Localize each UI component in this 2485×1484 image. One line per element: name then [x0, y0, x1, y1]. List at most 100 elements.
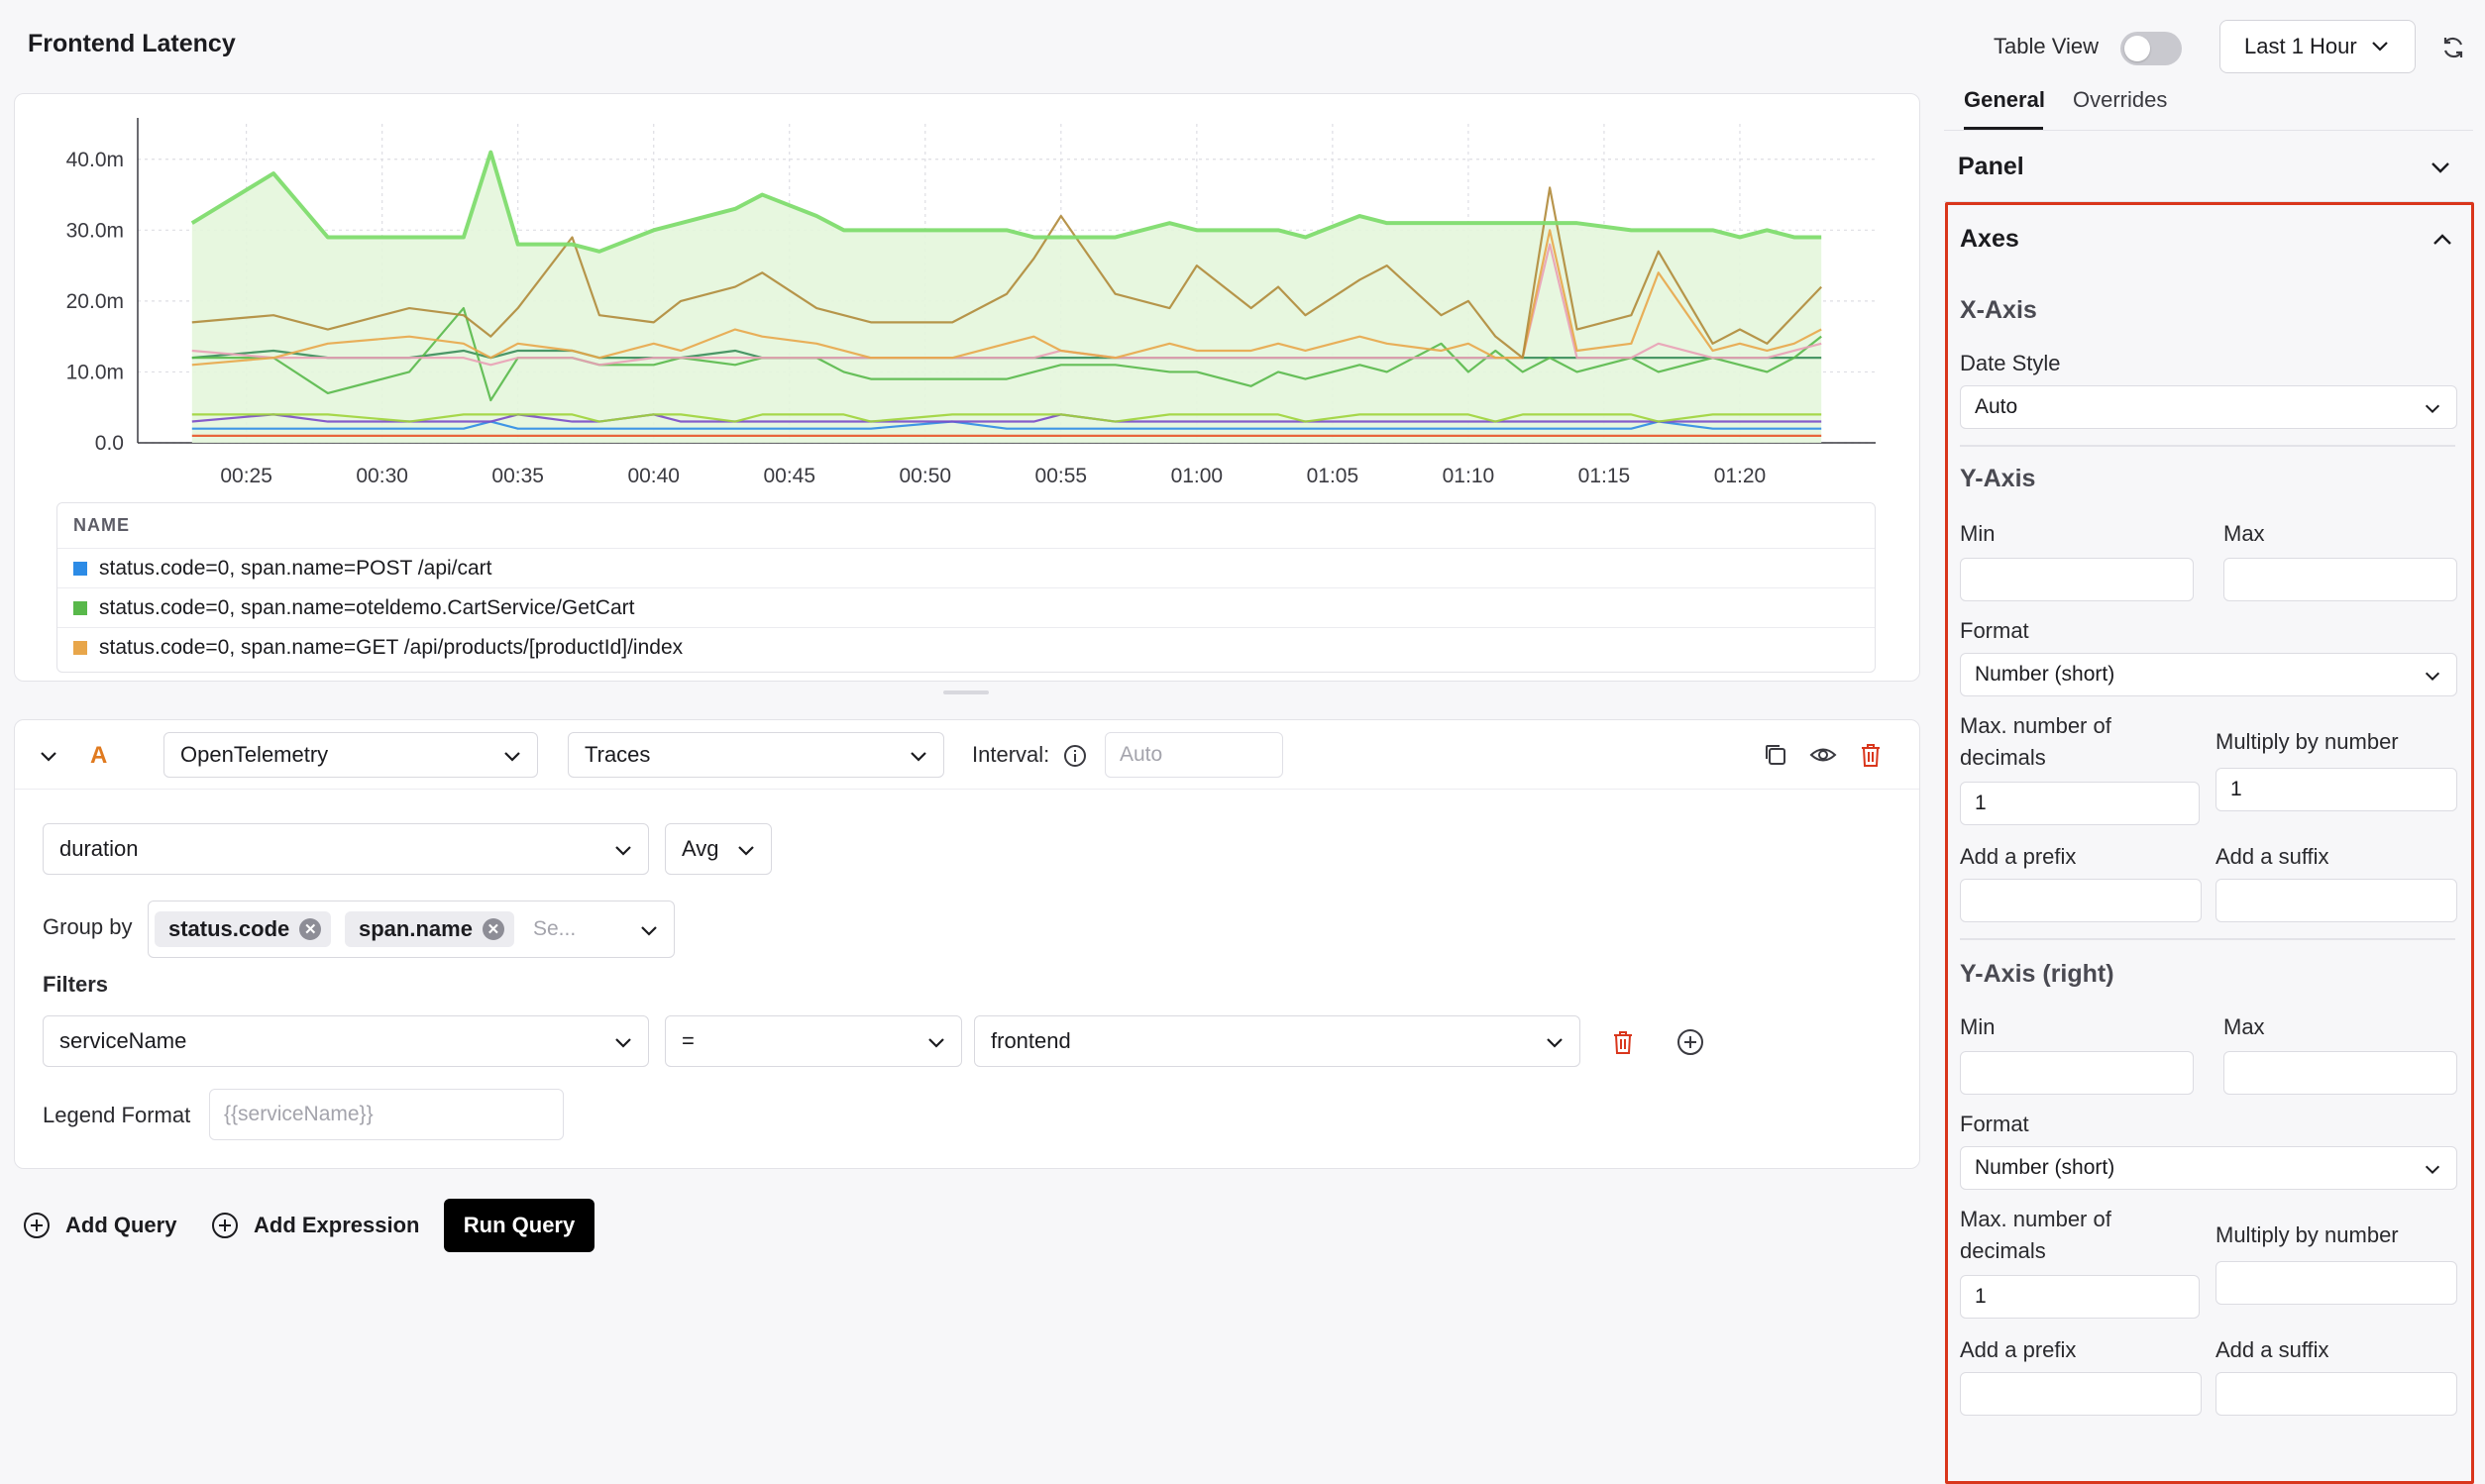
collapse-chevron-icon[interactable]: [37, 744, 60, 768]
y-format-label: Format: [1960, 618, 2029, 643]
legend-item[interactable]: status.code=0, span.name=GET /api/produc…: [57, 628, 1875, 668]
yr-prefix-label: Add a prefix: [1960, 1337, 2077, 1362]
legend-item[interactable]: status.code=0, span.name=POST /api/cart: [57, 549, 1875, 588]
latency-chart: 0.0 10.0m 20.0m 30.0m 40.0m 00:25 00:30 00:35 00…: [66, 118, 1876, 487]
y-multiply-label: Multiply by number: [2215, 729, 2399, 754]
x-tick-label: 00:25: [220, 465, 272, 487]
group-by-select[interactable]: status.code ✕ span.name ✕ Se...: [148, 901, 675, 958]
series-line: [191, 229, 1822, 367]
legend-format-input[interactable]: {{serviceName}}: [209, 1089, 564, 1140]
filter-value-select[interactable]: frontend: [974, 1015, 1580, 1067]
aggregation-select[interactable]: Avg: [665, 823, 772, 875]
add-expression-label: Add Expression: [254, 1213, 420, 1237]
series-line: [191, 420, 1822, 430]
chart-legend: NAME status.code=0, span.name=POST /api/…: [56, 502, 1876, 673]
yr-suffix-input[interactable]: [2215, 1372, 2457, 1416]
legend-label: status.code=0, span.name=GET /api/produc…: [99, 636, 684, 659]
refresh-icon[interactable]: [2439, 34, 2467, 61]
run-query-button[interactable]: Run Query: [444, 1199, 594, 1252]
resize-handle[interactable]: [943, 690, 989, 694]
x-tick-label: 00:40: [627, 465, 680, 487]
eye-icon[interactable]: [1808, 740, 1838, 770]
interval-input[interactable]: Auto: [1105, 732, 1283, 778]
axes-section-title[interactable]: Axes: [1960, 225, 2019, 253]
plus-circle-icon: [212, 1213, 238, 1238]
query-header: A OpenTelemetry Traces Interval: Auto: [15, 720, 1919, 790]
signal-select[interactable]: Traces: [568, 732, 944, 778]
chevron-down-icon: [738, 846, 754, 856]
chip-label: status.code: [168, 916, 290, 941]
y-max-input[interactable]: [2223, 558, 2457, 601]
filter-key-value: serviceName: [59, 1028, 187, 1053]
legend-swatch: [73, 600, 87, 615]
y-suffix-input[interactable]: [2215, 879, 2457, 922]
tab-overrides[interactable]: Overrides: [2073, 87, 2168, 112]
x-tick-label: 00:55: [1035, 465, 1088, 487]
y-max-label: Max: [2223, 521, 2265, 546]
info-icon[interactable]: [1063, 744, 1087, 768]
datasource-select[interactable]: OpenTelemetry: [163, 732, 538, 778]
yr-min-input[interactable]: [1960, 1051, 2194, 1095]
yr-multiply-input[interactable]: [2215, 1261, 2457, 1305]
y-decimals-label: Max. number of decimals: [1960, 713, 2111, 770]
remove-chip-icon[interactable]: ✕: [299, 918, 322, 940]
delete-filter-icon[interactable]: [1608, 1027, 1638, 1057]
filters-label: Filters: [43, 972, 109, 997]
legend-item[interactable]: status.code=0, span.name=oteldemo.CartSe…: [57, 588, 1875, 628]
yr-decimals-input[interactable]: 1: [1960, 1275, 2200, 1319]
aggregation-value: Avg: [682, 836, 719, 861]
series-line: [191, 413, 1822, 423]
chevron-down-icon: [504, 752, 520, 762]
copy-icon[interactable]: [1761, 740, 1790, 770]
x-tick-label: 00:45: [763, 465, 815, 487]
y-min-input[interactable]: [1960, 558, 2194, 601]
add-query-button[interactable]: Add Query: [22, 1199, 176, 1252]
yr-format-select[interactable]: Number (short): [1960, 1146, 2457, 1190]
chevron-up-icon[interactable]: [2430, 227, 2455, 253]
y-tick-label: 40.0m: [66, 149, 124, 171]
yr-suffix-label: Add a suffix: [2215, 1337, 2329, 1362]
interval-label: Interval:: [972, 742, 1050, 767]
y-tick-label: 30.0m: [66, 219, 124, 242]
yr-prefix-input[interactable]: [1960, 1372, 2202, 1416]
chart-card: 0.0 10.0m 20.0m 30.0m 40.0m 00:25 00:30 00:35 00…: [14, 93, 1920, 682]
group-by-chip: status.code ✕: [155, 911, 332, 947]
y-multiply-input[interactable]: 1: [2215, 768, 2457, 811]
add-expression-button[interactable]: Add Expression: [210, 1199, 419, 1252]
y-format-select[interactable]: Number (short): [1960, 653, 2457, 696]
y-decimals-input[interactable]: 1: [1960, 782, 2200, 825]
y-axis-title: Y-Axis: [1960, 465, 2036, 492]
group-by-search[interactable]: Se...: [533, 917, 577, 940]
filter-operator-select[interactable]: =: [665, 1015, 962, 1067]
date-style-select[interactable]: Auto: [1960, 385, 2457, 429]
legend-swatch: [73, 561, 87, 576]
legend-label: status.code=0, span.name=POST /api/cart: [99, 556, 492, 580]
add-filter-icon[interactable]: [1675, 1027, 1705, 1057]
chip-label: span.name: [359, 916, 473, 941]
date-style-value: Auto: [1975, 395, 2018, 418]
y-prefix-input[interactable]: [1960, 879, 2202, 922]
series-line: [190, 150, 1822, 254]
x-tick-label: 01:00: [1171, 465, 1224, 487]
chevron-down-icon: [641, 926, 657, 936]
metric-select[interactable]: duration: [43, 823, 649, 875]
settings-tabs: General Overrides: [1944, 79, 2473, 131]
series-line: [191, 186, 1822, 360]
table-view-toggle[interactable]: [2120, 32, 2182, 65]
chevron-down-icon: [615, 846, 631, 856]
yr-max-input[interactable]: [2223, 1051, 2457, 1095]
panel-section-header[interactable]: Panel: [1944, 131, 2473, 202]
axes-section: Axes X-Axis Date Style Auto Y-Axis Min M…: [1945, 202, 2474, 1484]
remove-chip-icon[interactable]: ✕: [482, 918, 504, 940]
x-tick-label: 01:10: [1443, 465, 1495, 487]
time-range-select[interactable]: Last 1 Hour: [2219, 20, 2416, 73]
signal-value: Traces: [585, 742, 651, 767]
filter-key-select[interactable]: serviceName: [43, 1015, 649, 1067]
delete-query-icon[interactable]: [1856, 740, 1886, 770]
section-divider: [1960, 938, 2455, 940]
legend-header: NAME: [57, 503, 1875, 549]
query-actions: Add Query Add Expression Run Query: [22, 1199, 715, 1252]
active-tab-indicator: [1964, 127, 2043, 130]
tab-general[interactable]: General: [1964, 87, 2045, 112]
x-tick-label: 01:05: [1307, 465, 1359, 487]
